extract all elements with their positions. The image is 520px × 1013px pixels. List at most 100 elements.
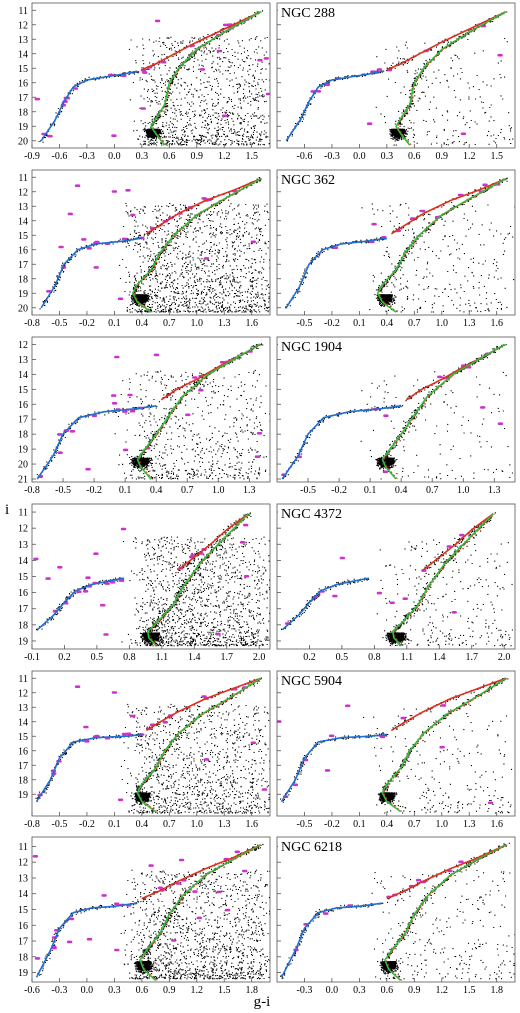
x-tick-label: 0.1 [353,318,366,329]
y-tick-label: 11 [18,173,28,184]
x-tick-label: 1.3 [218,318,231,329]
isochrone-blue [280,734,387,802]
cluster-name-label: NGC 6218 [281,840,342,855]
x-tick-label: -0.5 [300,485,316,496]
y-tick-label: 14 [18,889,28,900]
y-tick-label: 19 [18,445,28,456]
isochrone-green [139,844,262,981]
y-tick-label: 14 [18,717,28,728]
isochrone-red [177,513,249,571]
y-tick-label: 11 [18,508,28,519]
cmd-panel: -0.3 0.0 0.3 0.6 0.9 1.2 1.5 1.8 NGC 6218 [276,836,516,996]
x-tick-label: 1.6 [245,318,258,329]
x-tick-label: 0.1 [364,485,377,496]
x-tick-label: 1.2 [463,151,476,162]
isochrone-red [386,844,507,900]
isochrone-red [390,677,507,732]
y-tick-label: 15 [18,732,28,743]
plot-area [281,512,513,647]
isochrone-green [136,343,261,480]
isochrone-red-overlay [386,844,508,981]
x-tick-label: 1.2 [218,151,231,162]
y-tick-label: 17 [18,761,28,772]
x-tick-label: -0.3 [297,985,313,996]
plot-area [280,842,515,981]
y-tick-label: 21 [18,475,28,486]
x-tick-label: -0.5 [52,819,68,830]
plot-area [34,10,270,146]
x-tick-label: 0.4 [381,819,394,830]
x-tick-label: -0.9 [24,151,40,162]
x-tick-label: 0.6 [408,151,421,162]
isochrone-red-overlay [138,677,263,812]
x-tick-label: 0.3 [353,985,366,996]
x-tick-label: 0.5 [336,652,349,663]
isochrone-blue [285,237,387,309]
cmd-panel: -0.6 -0.3 0.0 0.3 0.6 0.9 1.2 1.5 NGC 288 [276,2,516,162]
isochrone-red [145,677,262,732]
x-tick-label: 1.3 [218,819,231,830]
y-tick-label: 11 [18,842,28,853]
x-tick-label: 0.0 [81,985,94,996]
x-tick-label: 0.4 [381,318,394,329]
x-tick-label: 1.3 [463,819,476,830]
x-tick-label: 0.3 [108,985,121,996]
plot-area [33,512,270,647]
x-tick-label: 0.6 [381,985,394,996]
cluster-label-bg [278,171,358,188]
x-tick-label: 1.8 [245,985,258,996]
y-tick-label: 14 [18,370,28,381]
cluster-label-bg [278,4,358,21]
panel-grid: -0.9 -0.6 -0.3 0.0 0.3 0.6 0.9 1.2 1.5 11 12 13 14 15… [18,2,516,996]
y-tick-label: 19 [18,968,28,979]
x-tick-label: 1.5 [463,985,476,996]
isochrone-blue [35,902,138,978]
isochrone-red [422,513,494,571]
x-tick-label: 0.4 [136,318,149,329]
y-tick-label: 20 [18,303,28,314]
x-tick-label: 1.1 [156,652,169,663]
isochrone-green [376,178,507,313]
x-tick-label: 1.0 [191,318,204,329]
x-tick-label: -0.1 [24,652,40,663]
isochrone-blue [280,902,383,978]
x-tick-label: 1.5 [245,151,258,162]
y-tick-label: 13 [18,355,28,366]
cmd-panel: -0.6 -0.3 0.0 0.3 0.6 0.9 1.2 1.5 1.8 11 12 13 14 15 1… [18,836,271,996]
isochrone-green [131,178,262,313]
y-tick-label: 15 [18,572,28,583]
isochrone-blue [35,734,142,802]
isochrone-red-overlay [141,844,263,981]
y-tick-label: 13 [18,540,28,551]
x-tick-label: -0.2 [86,485,102,496]
cmd-panel: -0.5 -0.2 0.1 0.4 0.7 1.0 1.3 1.6 NGC 362 [276,169,516,329]
x-tick-label: 0.7 [163,318,176,329]
y-tick-label: 20 [18,136,28,147]
isochrone-red [141,844,262,900]
x-tick-label: -0.5 [55,485,71,496]
x-tick-label: 0.8 [123,652,136,663]
x-tick-label: 1.3 [488,485,501,496]
x-tick-label: 0.7 [408,318,421,329]
y-tick-label: 19 [18,289,28,300]
isochrone-blue [285,70,383,142]
plot-area [39,177,270,313]
y-tick-label: 14 [18,216,28,227]
y-tick-label: 14 [18,49,28,60]
cluster-name-label: NGC 288 [281,6,335,21]
y-tick-label: 20 [18,460,28,471]
x-tick-label: -0.3 [52,985,68,996]
x-tick-label: 1.6 [490,318,503,329]
isochrone-red-overlay [148,513,251,647]
y-tick-label: 18 [18,274,28,285]
x-tick-label: -0.6 [24,985,40,996]
x-tick-label: -0.5 [52,318,68,329]
cmd-panel: -0.1 0.2 0.5 0.8 1.1 1.4 1.7 2.0 11 12 13 14 15 16 17 1… [18,503,271,663]
y-axis-title: i [5,502,9,518]
x-tick-label: 0.8 [368,652,381,663]
x-tick-label: 2.0 [498,652,511,663]
isochrone-green [136,677,262,813]
y-tick-label: 16 [18,400,28,411]
y-tick-label: 11 [18,674,28,685]
x-tick-label: 1.3 [243,485,256,496]
